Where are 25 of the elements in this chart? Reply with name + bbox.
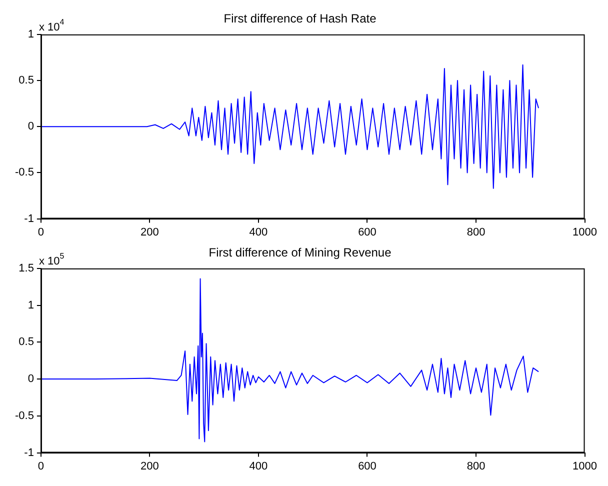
chart-title: First difference of Mining Revenue <box>208 246 392 260</box>
x-tick-label: 400 <box>249 226 268 238</box>
x-tick-label: 800 <box>466 226 486 238</box>
x-tick-label: 600 <box>358 460 376 472</box>
x-tick-label: 200 <box>140 226 159 238</box>
y-tick-label: -1 <box>24 446 34 459</box>
chart-title: First difference of Hash Rate <box>224 12 377 26</box>
y-tick-label: 0.5 <box>18 336 34 348</box>
y-tick-label: 0.5 <box>18 74 34 87</box>
y-tick-label: 1.5 <box>18 262 34 274</box>
x-tick-label: 400 <box>249 460 268 472</box>
y-tick-label: -0.5 <box>14 410 34 422</box>
x-tick-label: 1000 <box>572 460 598 472</box>
y-tick-label: -0.5 <box>14 166 34 179</box>
y-tick-label: -1 <box>24 212 34 225</box>
y-tick-label: 0 <box>28 120 34 133</box>
y-tick-label: 0 <box>28 373 34 386</box>
x-tick-label: 800 <box>466 460 486 472</box>
x-tick-label: 0 <box>38 226 44 238</box>
x-tick-label: 600 <box>358 226 376 238</box>
x-tick-label: 200 <box>140 460 159 472</box>
x-tick-label: 0 <box>38 460 44 472</box>
y-tick-label: 1 <box>28 299 34 312</box>
x-tick-label: 1000 <box>572 226 598 238</box>
y-tick-label: 1 <box>28 28 34 40</box>
